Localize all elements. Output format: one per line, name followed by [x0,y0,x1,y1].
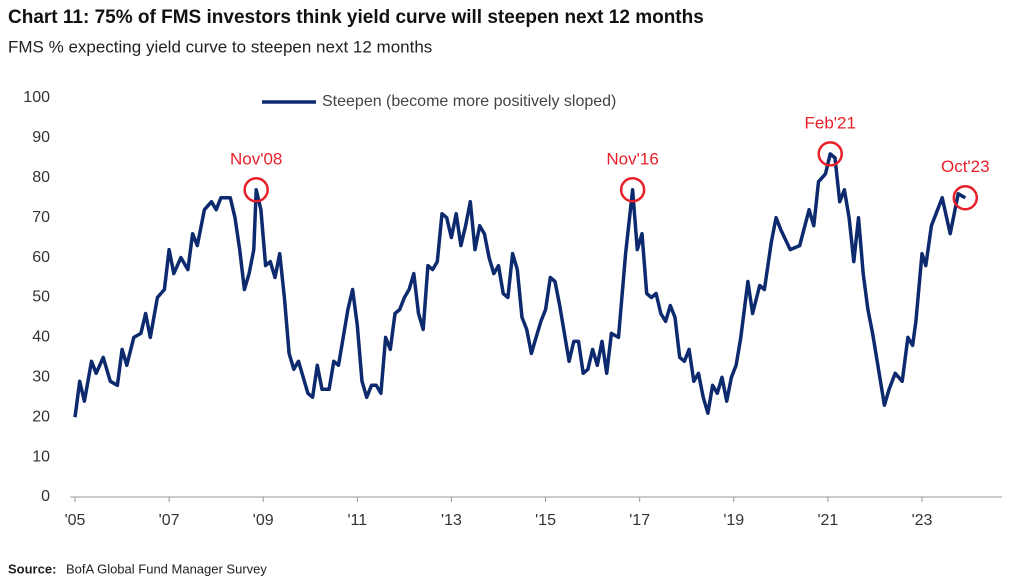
x-tick-label: '21 [817,512,838,529]
y-tick-label: 100 [23,89,50,106]
y-tick-label: 10 [32,448,50,465]
annotation-label: Nov'08 [230,149,282,168]
chart-title: Chart 11: 75% of FMS investors think yie… [8,7,704,28]
y-tick-label: 30 [32,369,50,386]
x-tick-label: '11 [348,512,368,529]
x-tick-label: '07 [159,512,180,529]
x-tick-label: '17 [629,512,650,529]
y-tick-label: 50 [32,289,50,306]
annotation-circle [243,177,269,203]
y-tick-label: 20 [32,408,50,425]
x-tick-label: '23 [912,512,933,529]
x-tick-label: '05 [65,512,86,529]
annotation-label: Oct'23 [941,157,990,176]
x-tick-label: '09 [253,512,274,529]
y-tick-label: 40 [32,329,50,346]
x-tick-label: '13 [441,512,462,529]
source-label: Source: [8,561,56,576]
y-tick-label: 70 [32,209,50,226]
x-tick-label: '19 [723,512,744,529]
x-tick-label: '15 [535,512,556,529]
legend-label: Steepen (become more positively sloped) [322,93,616,110]
data-line [73,152,967,418]
chart-subtitle: FMS % expecting yield curve to steepen n… [8,37,432,56]
annotation-circle [619,177,646,203]
y-tick-label: 80 [32,169,50,186]
y-tick-label: 90 [32,129,50,146]
annotation-label: Feb'21 [805,113,856,132]
y-tick-label: 0 [41,488,50,505]
annotation-circle [817,141,843,167]
source: BofA Global Fund Manager Survey [66,561,267,576]
annotation-circle [952,185,979,211]
y-tick-label: 60 [32,249,50,266]
annotation-label: Nov'16 [606,149,658,168]
